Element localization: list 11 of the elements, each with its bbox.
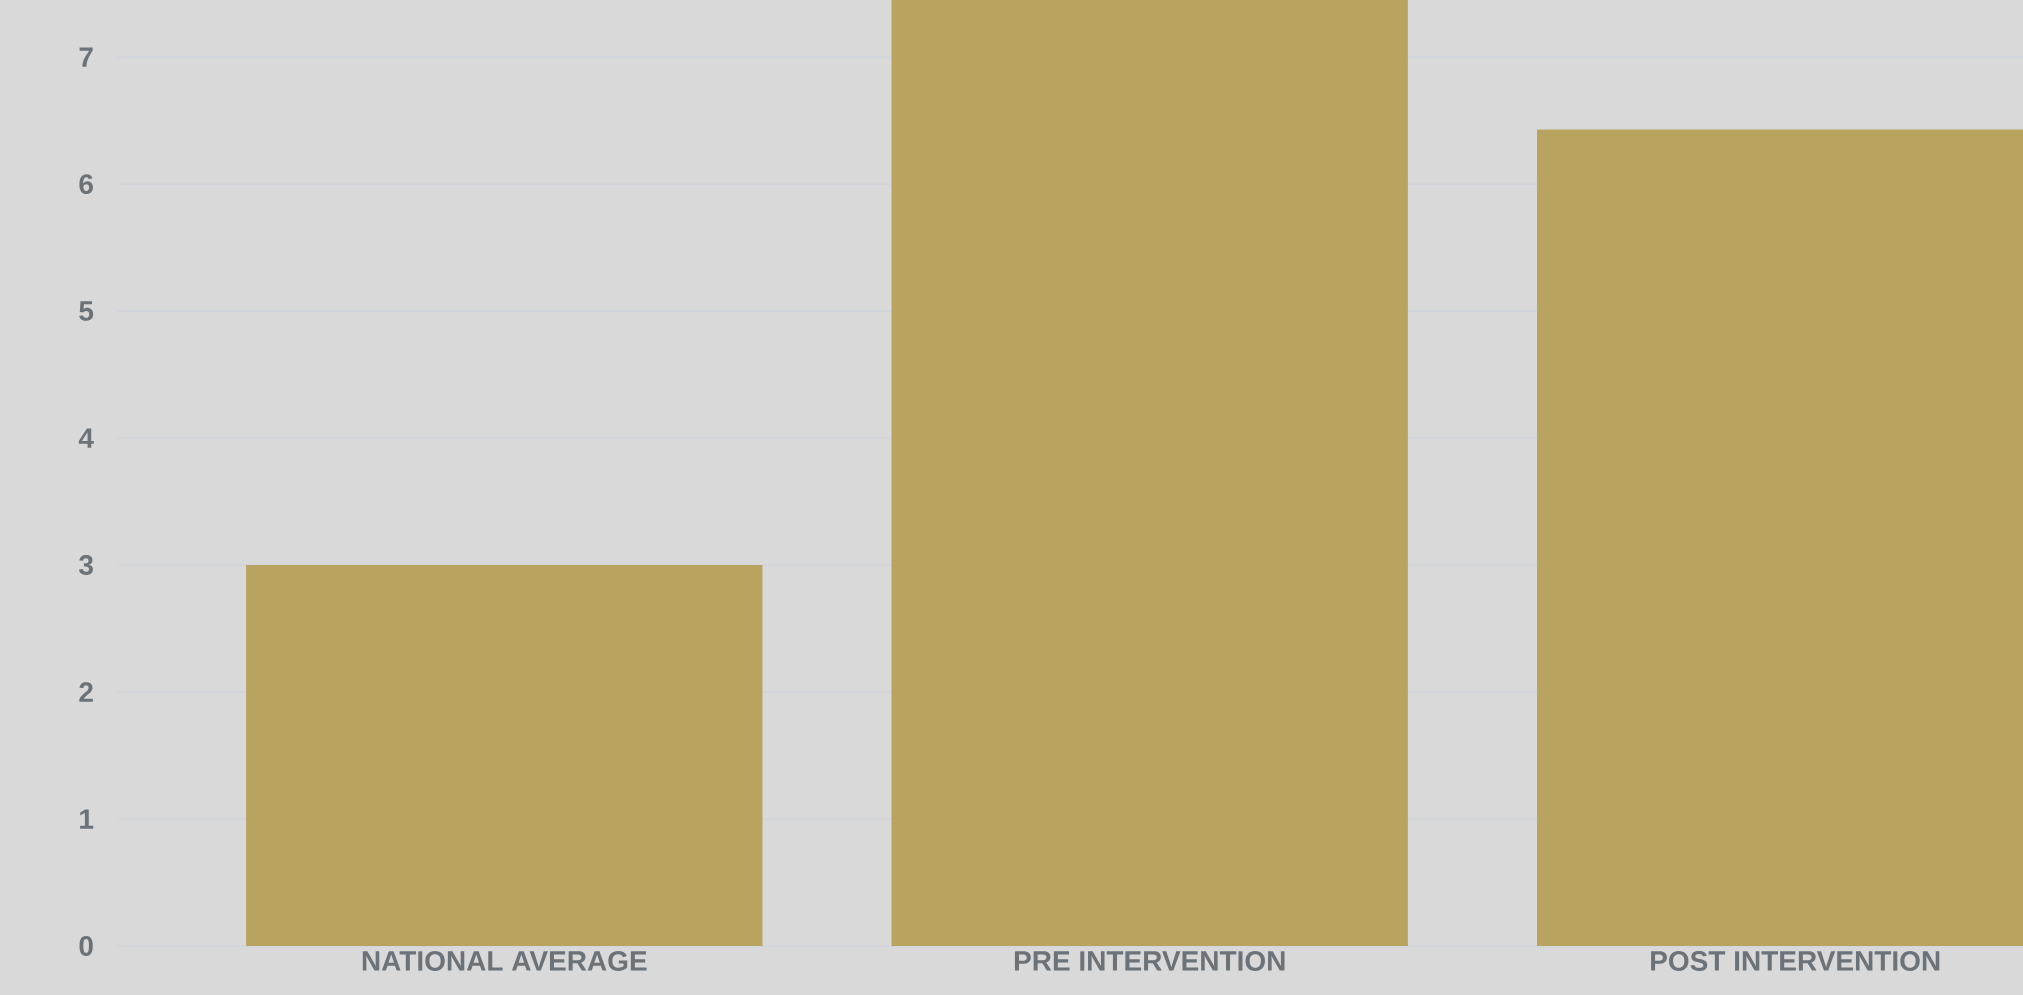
y-tick-label: 2 bbox=[79, 682, 93, 702]
y-tick-label: 3 bbox=[79, 555, 93, 575]
x-tick-label: POST INTERVENTION bbox=[1651, 951, 1940, 971]
y-tick-label: 1 bbox=[80, 809, 94, 829]
y-tick-label: 0 bbox=[79, 936, 93, 956]
y-tick-label: 6 bbox=[79, 174, 93, 195]
y-tick-label: 7 bbox=[79, 47, 93, 67]
y-tick-label: 4 bbox=[78, 428, 94, 448]
y-tick-label: 5 bbox=[79, 301, 94, 321]
x-tick-label: PRE INTERVENTION bbox=[1014, 951, 1285, 971]
x-tick-label: NATIONAL AVERAGE bbox=[362, 951, 647, 971]
